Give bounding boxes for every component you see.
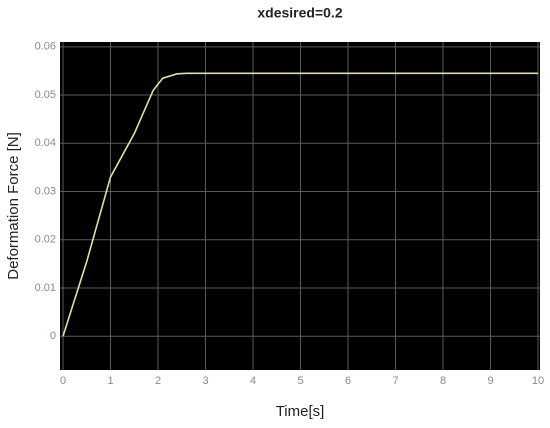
x-tick-label: 9	[487, 375, 493, 387]
x-tick-label: 6	[345, 375, 351, 387]
y-tick-label: 0.06	[35, 41, 56, 53]
y-axis-label: Deformation Force [N]	[5, 132, 22, 280]
x-tick-label: 5	[297, 375, 303, 387]
x-tick-label: 8	[440, 375, 446, 387]
x-tick-label: 4	[250, 375, 256, 387]
x-tick-label: 1	[107, 375, 113, 387]
x-tick-label: 0	[60, 375, 66, 387]
x-tick-label: 3	[202, 375, 208, 387]
y-tick-label: 0.02	[35, 234, 56, 246]
y-tick-label: 0.04	[35, 137, 56, 149]
y-tick-label: 0.01	[35, 282, 56, 294]
x-tick-label: 2	[155, 375, 161, 387]
data-line	[62, 72, 538, 337]
y-tick-label: 0.03	[35, 185, 56, 197]
y-tick-label: 0.05	[35, 89, 56, 101]
y-tick-label: 0	[50, 330, 56, 342]
x-tick-label: 7	[392, 375, 398, 387]
x-tick-label: 10	[532, 375, 544, 387]
x-axis-label: Time[s]	[276, 403, 325, 420]
chart-title: xdesired=0.2	[257, 5, 342, 21]
